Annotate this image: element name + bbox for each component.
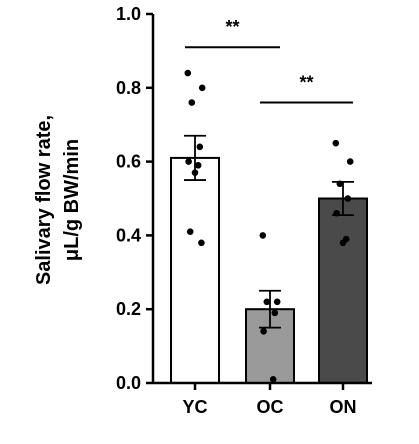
data-point-on <box>332 139 340 147</box>
data-point-oc <box>269 376 277 383</box>
x-tick-label-on: ON <box>330 397 357 417</box>
data-point-oc <box>260 328 267 335</box>
x-tick-label-oc: OC <box>257 397 284 417</box>
significance-label: ** <box>225 17 239 37</box>
data-point-yc <box>188 99 196 106</box>
significance-label: ** <box>299 73 313 93</box>
data-point-yc <box>186 228 194 236</box>
data-point-on <box>346 158 354 165</box>
data-point-on <box>339 239 347 247</box>
data-point-yc <box>198 84 206 92</box>
data-point-yc <box>185 158 192 165</box>
data-point-yc <box>184 69 192 77</box>
data-point-on <box>344 195 352 202</box>
y-axis-title: Salivary flow rate, μL/g BW/min <box>33 115 83 285</box>
y-axis-title-line-2: μL/g BW/min <box>61 139 83 261</box>
data-point-oc <box>273 298 281 306</box>
y-tick-label: 0.4 <box>116 225 141 245</box>
y-tick-label: 0.0 <box>116 373 141 393</box>
plot-area: 0.0 0.2 0.4 0.6 0.8 1.0 YC OC ON ** ** <box>116 4 372 417</box>
y-tick-label: 0.6 <box>116 152 141 172</box>
data-point-yc <box>198 239 205 247</box>
data-point-oc <box>263 298 271 306</box>
bar-yc <box>170 156 220 384</box>
data-point-yc <box>194 161 202 169</box>
y-tick-label: 0.2 <box>116 299 141 319</box>
x-tick-label-yc: YC <box>182 397 207 417</box>
data-point-oc <box>271 309 279 317</box>
y-tick-label: 0.8 <box>116 78 141 98</box>
data-point-yc <box>196 143 204 151</box>
y-axis-title-line-1: Salivary flow rate, <box>33 115 55 285</box>
data-point-oc <box>259 232 267 239</box>
bar-on <box>318 197 368 384</box>
y-tick-label: 1.0 <box>116 4 141 24</box>
